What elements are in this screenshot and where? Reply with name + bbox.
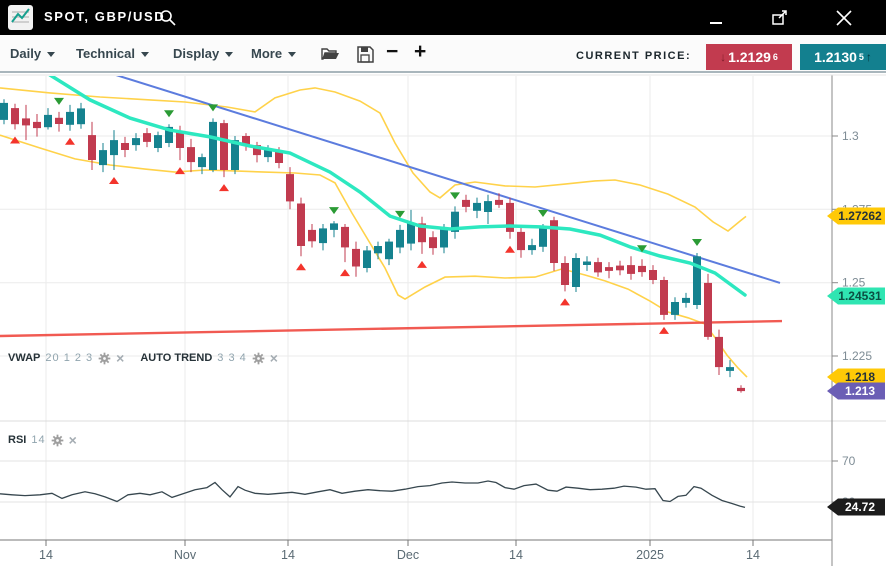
rsi-pane [0,480,746,509]
autotrend-indicator-name: AUTO TREND [140,352,213,364]
trendline-red [0,319,783,338]
x-axis-tick-label: Dec [397,548,419,562]
arrow-up-icon: ↑ [865,50,872,64]
gear-icon[interactable] [98,352,111,365]
close-icon[interactable] [833,8,855,28]
title-bar: SPOT, GBP/USD [0,0,886,35]
menu-timeframe[interactable]: Daily [10,46,56,61]
buy-signal-icon [340,269,350,277]
x-axis-tick-label: 14 [746,548,760,562]
sell-signal-icon [538,210,548,217]
search-icon[interactable] [158,8,178,28]
arrow-down-icon: ↓ [720,50,727,64]
close-icon[interactable]: × [116,349,125,366]
vwap-indicator-params: 20 1 2 3 [45,352,94,364]
close-icon[interactable]: × [68,431,77,448]
price-flag-value: 1.218 [845,370,875,384]
rsi-line [0,480,746,509]
toolbar: Daily Technical Display More − + CURRENT… [0,35,886,73]
x-axis-tick-label: 14 [39,548,53,562]
current-price-label: CURRENT PRICE: [576,50,692,62]
price-flag-value: 24.72 [845,500,875,514]
popout-window-button[interactable] [770,8,792,28]
open-folder-icon[interactable] [320,44,340,64]
page-title: SPOT, GBP/USD [44,9,166,24]
buy-signal-icon [175,167,185,175]
price-flag [827,368,885,386]
chevron-down-icon [288,52,297,58]
buy-signal-icon [109,177,119,184]
buy-signal-icon [560,298,570,306]
price-flag-value: 1.213 [845,384,875,398]
buy-signal-icon [219,184,229,192]
vwap-indicator-name: VWAP [8,352,41,364]
price-flag-value: 1.27262 [838,209,882,223]
bollinger-lower-band [0,134,748,378]
chevron-down-icon [141,52,150,58]
buy-signal-icon [65,137,75,145]
zoom-out-button[interactable]: − [386,40,399,63]
buy-signal-icon [296,263,306,271]
sell-signal-icon [329,207,339,215]
rsi-indicator-row: RSI 14 × [8,433,77,447]
save-icon[interactable] [355,44,375,64]
axes [0,74,886,566]
autotrend-indicator-params: 3 3 4 [217,352,247,364]
rsi-indicator-name: RSI [8,434,27,446]
ask-price-badge: 1.2130 5 ↑ [800,44,886,70]
bid-price-pip: 6 [772,52,778,62]
sell-signal-icon [54,97,64,105]
price-flag-value: 1.24531 [838,289,882,303]
sell-signal-icon [395,210,405,218]
sell-signal-icon [450,192,460,200]
signal-markers [10,97,702,334]
price-flag [827,207,885,225]
price-tick-label: 1.225 [842,349,872,363]
price-flag [827,287,885,305]
close-icon[interactable]: × [269,349,278,366]
sell-signal-icon [637,245,647,253]
trendline-blue [115,76,781,284]
bid-price-value: 1.2129 [728,49,771,65]
buy-signal-icon [505,245,515,253]
gear-icon[interactable] [252,352,265,365]
buy-signal-icon [659,326,669,334]
x-axis-tick-label: 14 [509,548,523,562]
x-axis-tick-label: 2025 [636,548,664,562]
ask-price-pip: 5 [858,52,864,62]
buy-signal-icon [10,136,20,144]
chevron-down-icon [225,52,234,58]
main-price-pane [0,76,783,393]
buy-signal-icon [417,260,427,268]
sell-signal-icon [164,110,174,118]
vwap-ma-line [48,76,747,297]
menu-display[interactable]: Display [173,46,234,61]
x-axis-tick-label: Nov [174,548,197,562]
price-flag [827,498,885,516]
chevron-down-icon [47,52,56,58]
sell-signal-icon [692,239,702,246]
ask-price-value: 1.2130 [814,49,857,65]
app-logo-icon [8,5,33,30]
bollinger-upper-band [0,87,747,232]
price-tick-label: 1.3 [842,129,859,143]
gear-icon[interactable] [51,434,64,447]
sell-signal-icon [208,104,218,112]
price-tick-label: 1.25 [842,276,866,290]
bid-price-badge: ↓ 1.2129 6 [706,44,792,70]
x-axis-tick-label: 14 [281,548,295,562]
menu-more[interactable]: More [251,46,297,61]
minimize-button[interactable] [706,8,728,28]
rsi-indicator-params: 14 [31,434,46,446]
zoom-in-button[interactable]: + [414,40,427,63]
menu-technical[interactable]: Technical [76,46,150,61]
rsi-level-label: 70 [842,454,856,468]
vwap-indicator-row: VWAP 20 1 2 3 × AUTO TREND 3 3 4 × [8,351,278,365]
candlesticks [0,99,745,393]
price-flag [827,382,885,400]
